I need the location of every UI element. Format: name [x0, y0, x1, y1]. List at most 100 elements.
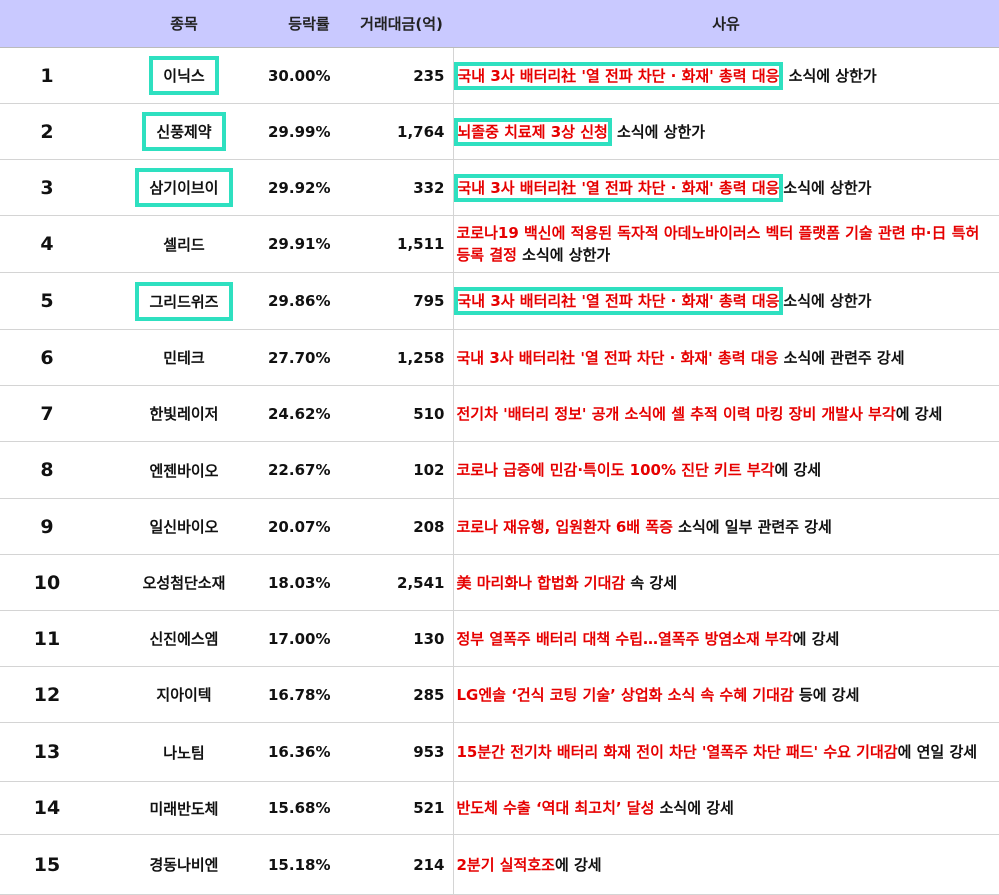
reason-highlight: 美 마리화나 합법화 기대감	[456, 573, 626, 592]
rate-cell: 30.00%	[268, 47, 350, 104]
table-row: 15 경동나비엔 15.18% 214 2분기 실적호조에 강세	[0, 834, 999, 895]
reason-tail: 에 강세	[792, 629, 840, 648]
rank-cell: 5	[0, 272, 100, 330]
reason-cell: 뇌졸중 치료제 3상 신청 소식에 상한가	[453, 103, 999, 160]
reason-tail: 소식에 상한가	[783, 178, 872, 197]
reason-tail: 에 강세	[774, 461, 822, 479]
table-row: 5 그리드위즈 29.86% 795 국내 3사 배터리社 '열 전파 차단 · 화재'…	[0, 272, 999, 330]
rank-cell: 9	[0, 498, 100, 555]
reason-tail: 에 강세	[895, 404, 943, 423]
rank-cell: 14	[0, 781, 100, 835]
rank-cell: 7	[0, 385, 100, 442]
rate-cell: 29.92%	[268, 159, 350, 216]
reason-tail: 소식에 관련주 강세	[778, 348, 905, 367]
stock-name: 신풍제약	[142, 112, 226, 151]
stock-name: 나노팀	[163, 743, 205, 762]
table-row: 7 한빛레이저 24.62% 510 전기차 '배터리 정보' 공개 소식에 셀 추적 …	[0, 385, 999, 442]
rate-cell: 27.70%	[268, 329, 350, 386]
rank-cell: 12	[0, 666, 100, 723]
rate-cell: 16.78%	[268, 666, 350, 723]
stock-name: 미래반도체	[149, 799, 219, 818]
stock-name-cell: 미래반도체	[100, 781, 268, 835]
rank-cell: 13	[0, 722, 100, 782]
reason-cell: 전기차 '배터리 정보' 공개 소식에 셀 추적 이력 마킹 장비 개발사 부각…	[453, 385, 999, 442]
stock-name-cell: 삼기이브이	[100, 159, 268, 216]
table-row: 12 지아이텍 16.78% 285 LG엔솔 ‘건식 코팅 기술’ 상업화 소식 속 …	[0, 666, 999, 723]
volume-cell: 795	[350, 272, 454, 330]
rate-cell: 29.99%	[268, 103, 350, 160]
volume-cell: 510	[350, 385, 454, 442]
table-row: 1 이닉스 30.00% 235 국내 3사 배터리社 '열 전파 차단 · 화재' 총…	[0, 47, 999, 104]
reason-highlight: 코로나19 백신에 적용된 독자적 아데노바이러스 벡터 플랫폼 기술 관련 中…	[456, 224, 980, 264]
volume-cell: 130	[350, 610, 454, 667]
rank-cell: 6	[0, 329, 100, 386]
volume-cell: 1,511	[350, 215, 454, 273]
stock-name-cell: 이닉스	[100, 47, 268, 104]
volume-cell: 953	[350, 722, 454, 782]
stock-name: 오성첨단소재	[142, 574, 226, 592]
volume-cell: 332	[350, 159, 454, 216]
reason-tail: 소식에 일부 관련주 강세	[672, 517, 832, 536]
stock-name-cell: 셀리드	[100, 215, 268, 273]
table-row: 6 민테크 27.70% 1,258 국내 3사 배터리社 '열 전파 차단 · 화재'…	[0, 329, 999, 386]
reason-cell: 국내 3사 배터리社 '열 전파 차단 · 화재' 총력 대응 소식에 관련주 …	[453, 329, 999, 386]
stock-name: 삼기이브이	[135, 168, 233, 207]
reason-cell: LG엔솔 ‘건식 코팅 기술’ 상업화 소식 속 수혜 기대감 등에 강세	[453, 666, 999, 723]
stock-name: 엔젠바이오	[149, 461, 219, 480]
rank-cell: 11	[0, 610, 100, 667]
table-row: 3 삼기이브이 29.92% 332 국내 3사 배터리社 '열 전파 차단 · 화재'…	[0, 159, 999, 216]
volume-cell: 2,541	[350, 554, 454, 611]
stock-name-cell: 나노팀	[100, 722, 268, 782]
reason-cell: 2분기 실적호조에 강세	[453, 834, 999, 895]
reason-cell: 반도체 수출 ‘역대 최고치’ 달성 소식에 강세	[453, 781, 999, 835]
rank-cell: 1	[0, 47, 100, 104]
rate-cell: 18.03%	[268, 554, 350, 611]
stock-name-cell: 일신바이오	[100, 498, 268, 555]
rank-cell: 8	[0, 441, 100, 499]
rank-cell: 2	[0, 103, 100, 160]
reason-highlight: 전기차 '배터리 정보' 공개 소식에 셀 추적 이력 마킹 장비 개발사 부각	[456, 404, 896, 423]
reason-highlight: 반도체 수출 ‘역대 최고치’ 달성	[456, 799, 655, 817]
stock-name: 이닉스	[149, 56, 219, 95]
rate-cell: 15.68%	[268, 781, 350, 835]
stock-name-cell: 엔젠바이오	[100, 441, 268, 499]
table-row: 10 오성첨단소재 18.03% 2,541 美 마리화나 합법화 기대감 속 강세	[0, 554, 999, 611]
rank-cell: 3	[0, 159, 100, 216]
rate-cell: 22.67%	[268, 441, 350, 499]
header-volume: 거래대금(억)	[350, 0, 453, 48]
table-body: 1 이닉스 30.00% 235 국내 3사 배터리社 '열 전파 차단 · 화재' 총…	[0, 47, 999, 895]
rate-cell: 17.00%	[268, 610, 350, 667]
stock-name: 신진에스엠	[149, 630, 219, 648]
stock-name-cell: 민테크	[100, 329, 268, 386]
header-rate: 등락률	[268, 0, 350, 48]
reason-tail: 소식에 상한가	[783, 66, 877, 85]
volume-cell: 235	[350, 47, 454, 104]
reason-highlight: 정부 열폭주 배터리 대책 수립…열폭주 방염소재 부각	[456, 629, 793, 648]
reason-cell: 정부 열폭주 배터리 대책 수립…열폭주 방염소재 부각에 강세	[453, 610, 999, 667]
stock-name-cell: 그리드위즈	[100, 272, 268, 330]
stock-name-cell: 오성첨단소재	[100, 554, 268, 611]
reason-highlight: 국내 3사 배터리社 '열 전파 차단 · 화재' 총력 대응	[453, 173, 784, 202]
reason-tail: 에 연일 강세	[897, 743, 978, 761]
volume-cell: 285	[350, 666, 454, 723]
rank-cell: 4	[0, 215, 100, 273]
reason-tail: 등에 강세	[793, 685, 860, 704]
rate-cell: 24.62%	[268, 385, 350, 442]
reason-cell: 국내 3사 배터리社 '열 전파 차단 · 화재' 총력 대응 소식에 상한가	[453, 159, 999, 216]
table-row: 9 일신바이오 20.07% 208 코로나 재유행, 입원환자 6배 폭증 소식에 일…	[0, 498, 999, 555]
header-name: 종목	[100, 0, 268, 48]
stock-name: 지아이텍	[156, 686, 212, 704]
reason-highlight: 코로나 재유행, 입원환자 6배 폭증	[456, 517, 673, 536]
stock-name: 한빛레이저	[149, 405, 219, 423]
reason-cell: 美 마리화나 합법화 기대감 속 강세	[453, 554, 999, 611]
rate-cell: 16.36%	[268, 722, 350, 782]
header-rank	[0, 0, 100, 48]
rank-cell: 10	[0, 554, 100, 611]
volume-cell: 1,258	[350, 329, 454, 386]
table-row: 4 셀리드 29.91% 1,511 코로나19 백신에 적용된 독자적 아데노바이러스…	[0, 215, 999, 273]
stock-name-cell: 신진에스엠	[100, 610, 268, 667]
volume-cell: 102	[350, 441, 454, 499]
stock-name-cell: 한빛레이저	[100, 385, 268, 442]
table-row: 2 신풍제약 29.99% 1,764 뇌졸중 치료제 3상 신청 소식에 상한가	[0, 103, 999, 160]
